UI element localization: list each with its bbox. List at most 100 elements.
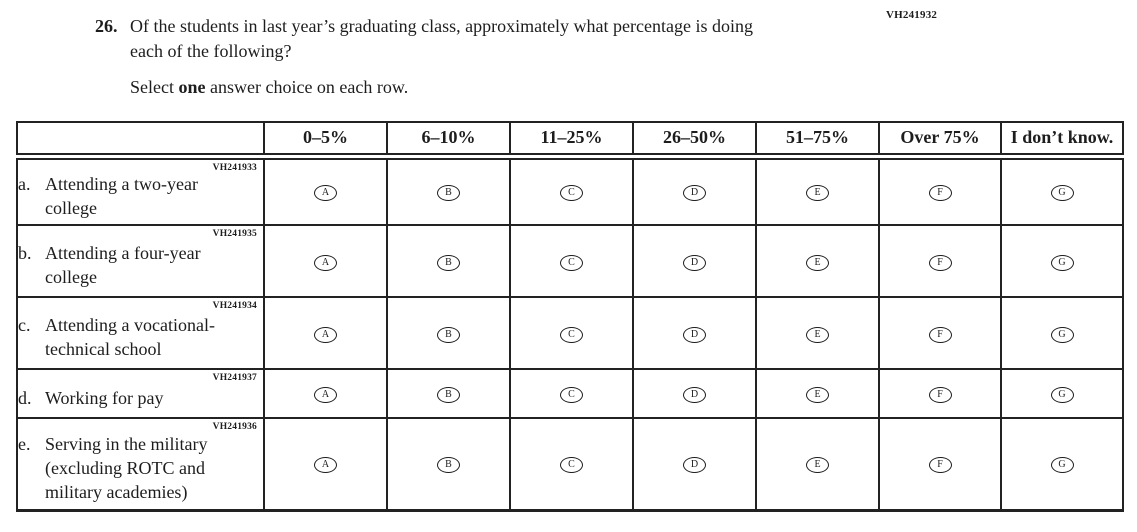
row-accession-code: VH241935 [212, 229, 257, 239]
option-cell: C [509, 224, 634, 298]
answer-bubble-f[interactable]: F [928, 457, 952, 474]
question-block: 26. Of the students in last year’s gradu… [95, 14, 925, 100]
row-label-text: Working for pay [45, 387, 164, 408]
question-body: Of the students in last year’s graduatin… [130, 14, 925, 100]
table-row-b: VH241935 b. Attending a four-year colleg… [16, 224, 1124, 298]
answer-bubble-g[interactable]: G [1050, 326, 1074, 343]
row-label-cell: VH241934 c. Attending a vocational- tech… [16, 296, 265, 370]
option-cell: B [386, 296, 511, 370]
answer-bubble-f[interactable]: F [928, 185, 952, 202]
row-label: e. Serving in the military (excluding RO… [18, 432, 263, 504]
option-cell: E [755, 296, 880, 370]
option-cell: G [1000, 417, 1124, 512]
row-label-cell: VH241936 e. Serving in the military (exc… [16, 417, 265, 512]
answer-bubble-b[interactable]: B [437, 185, 460, 202]
option-cell: E [755, 417, 880, 512]
option-cell: A [263, 224, 388, 298]
row-accession-code: VH241933 [212, 162, 257, 173]
header-stub-cell [16, 121, 265, 160]
answer-bubble-a[interactable]: A [314, 387, 337, 403]
option-cell: B [386, 417, 511, 512]
instruction-suffix: answer choice on each row. [205, 77, 409, 97]
answer-bubble-e[interactable]: E [806, 254, 829, 271]
answer-bubble-d[interactable]: D [683, 326, 706, 343]
answer-bubble-d[interactable]: D [683, 387, 706, 403]
row-accession-code: VH241934 [212, 301, 257, 311]
answer-bubble-c[interactable]: C [560, 185, 583, 202]
row-label-text: Attending a vocational- technical school [45, 315, 215, 359]
row-label-cell: VH241937 d. Working for pay [16, 368, 265, 419]
answer-bubble-f[interactable]: F [928, 387, 952, 403]
row-letter: d. [18, 387, 32, 408]
response-matrix-table: 0–5% 6–10% 11–25% 26–50% 51–75% Over 75%… [16, 121, 1124, 512]
answer-bubble-f[interactable]: F [928, 326, 952, 343]
option-cell: A [263, 417, 388, 512]
column-header-6-10: 6–10% [386, 121, 511, 160]
answer-bubble-e[interactable]: E [806, 457, 829, 474]
answer-bubble-e[interactable]: E [806, 387, 829, 403]
answer-bubble-c[interactable]: C [560, 326, 583, 343]
answer-bubble-f[interactable]: F [928, 254, 952, 271]
option-cell: C [509, 417, 634, 512]
answer-bubble-c[interactable]: C [560, 254, 583, 271]
answer-bubble-g[interactable]: G [1050, 185, 1074, 202]
option-cell: B [386, 368, 511, 419]
header-row: 0–5% 6–10% 11–25% 26–50% 51–75% Over 75%… [16, 121, 1124, 160]
row-label: d. Working for pay [18, 386, 263, 410]
table-row-c: VH241934 c. Attending a vocational- tech… [16, 296, 1124, 370]
column-header-51-75: 51–75% [755, 121, 880, 160]
option-cell: D [632, 224, 757, 298]
column-header-26-50: 26–50% [632, 121, 757, 160]
option-cell: D [632, 368, 757, 419]
table-row-e: VH241936 e. Serving in the military (exc… [16, 417, 1124, 512]
column-header-11-25: 11–25% [509, 121, 634, 160]
option-cell: C [509, 296, 634, 370]
answer-bubble-b[interactable]: B [437, 326, 460, 343]
table-row-d: VH241937 d. Working for pay A B C D E F … [16, 368, 1124, 419]
row-label-text: Serving in the military (excluding ROTC … [45, 433, 208, 502]
option-cell: G [1000, 155, 1124, 226]
option-cell: E [755, 368, 880, 419]
option-cell: D [632, 417, 757, 512]
answer-bubble-d[interactable]: D [683, 185, 706, 202]
answer-bubble-b[interactable]: B [437, 457, 460, 474]
answer-bubble-d[interactable]: D [683, 457, 706, 474]
answer-bubble-g[interactable]: G [1050, 387, 1074, 403]
answer-bubble-a[interactable]: A [314, 457, 337, 474]
option-cell: B [386, 155, 511, 226]
option-cell: F [878, 417, 1002, 512]
row-label-text: Attending a four-year college [45, 243, 201, 287]
option-cell: A [263, 296, 388, 370]
question-text: Of the students in last year’s graduatin… [130, 16, 753, 61]
option-cell: E [755, 155, 880, 226]
row-letter: a. [18, 173, 31, 194]
table-row-a: VH241933 a. Attending a two-year college… [16, 155, 1124, 226]
row-letter: b. [18, 243, 32, 263]
option-cell: G [1000, 224, 1124, 298]
answer-bubble-g[interactable]: G [1050, 254, 1074, 271]
answer-bubble-c[interactable]: C [560, 387, 583, 403]
answer-bubble-g[interactable]: G [1050, 457, 1074, 474]
row-label: c. Attending a vocational- technical sch… [18, 313, 263, 361]
question-number: 26. [95, 16, 118, 36]
column-header-over-75: Over 75% [878, 121, 1002, 160]
answer-bubble-a[interactable]: A [314, 185, 337, 202]
option-cell: C [509, 368, 634, 419]
row-label-cell: VH241935 b. Attending a four-year colleg… [16, 224, 265, 298]
question-accession-code: VH241932 [886, 9, 938, 21]
answer-bubble-e[interactable]: E [806, 185, 829, 202]
answer-bubble-b[interactable]: B [437, 387, 460, 403]
row-label-cell: VH241933 a. Attending a two-year college [16, 155, 265, 226]
answer-bubble-a[interactable]: A [314, 254, 337, 271]
option-cell: A [263, 368, 388, 419]
answer-bubble-b[interactable]: B [437, 254, 460, 271]
answer-bubble-e[interactable]: E [806, 326, 829, 343]
answer-bubble-d[interactable]: D [683, 254, 706, 271]
option-cell: F [878, 296, 1002, 370]
answer-bubble-c[interactable]: C [560, 457, 583, 474]
column-header-dont-know: I don’t know. [1000, 121, 1124, 160]
option-cell: F [878, 368, 1002, 419]
option-cell: D [632, 296, 757, 370]
answer-bubble-a[interactable]: A [314, 326, 337, 343]
